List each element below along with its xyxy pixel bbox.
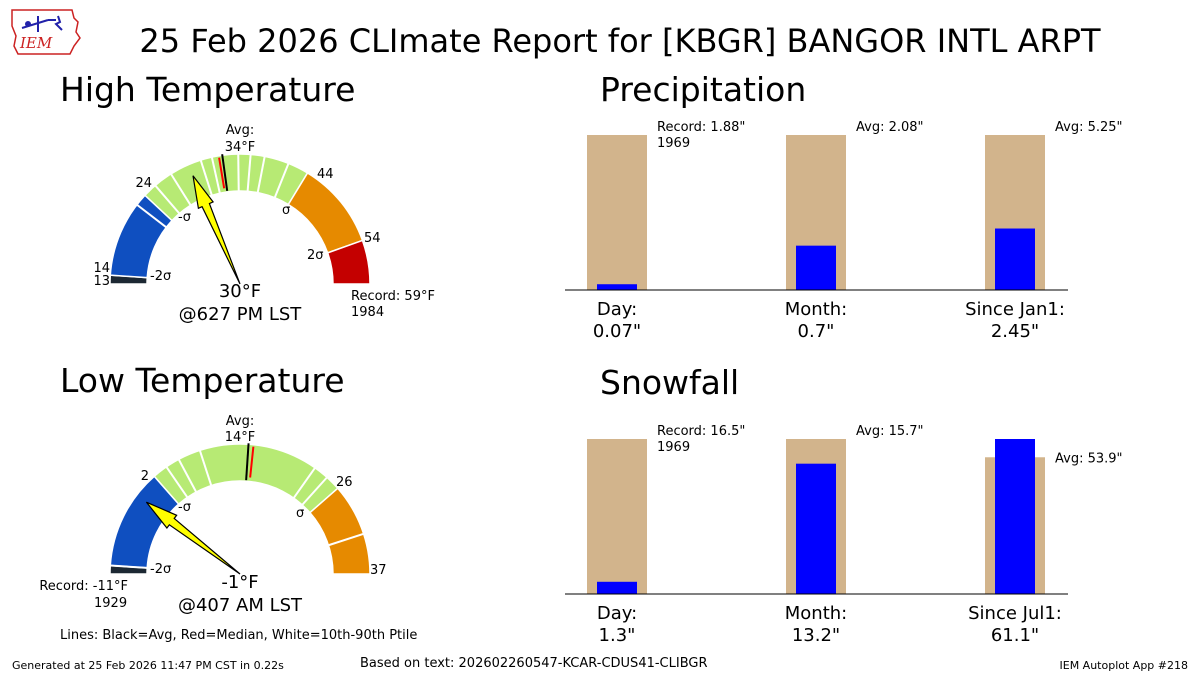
precip-title: Precipitation (600, 70, 807, 109)
precip-observed-bar (597, 284, 637, 290)
low-percentile-line (301, 476, 328, 506)
high-tick-label: 44 (317, 167, 334, 182)
high-percentile-line (170, 173, 192, 206)
precip-observed-label: 2.45" (991, 321, 1039, 342)
snow-observed-label: 13.2" (792, 625, 840, 646)
high-avg-value: 34°F (225, 140, 256, 155)
precip-category-label: Since Jan1: (965, 299, 1065, 320)
snow-category-label: Month: (785, 603, 847, 624)
lines-legend: Lines: Black=Avg, Red=Median, White=10th… (60, 628, 418, 643)
low-temp-value: -1°F (221, 572, 259, 593)
based-on-text: Based on text: 202602260547-KCAR-CDUS41-… (360, 656, 708, 671)
snow-bar-annotation: Avg: 53.9" (1055, 451, 1123, 466)
precip-bar-annotation: Avg: 5.25" (1055, 120, 1123, 135)
high-percentile-line (136, 203, 167, 229)
precip-category-label: Day: (597, 299, 637, 320)
snow-observed-bar (597, 581, 637, 594)
high-percentile-line (154, 184, 181, 215)
high-tick-label: 13 (93, 274, 110, 289)
high-temp-value: 30°F (218, 281, 262, 302)
high-sigma-label: 2σ (307, 248, 324, 263)
precip-category-label: Month: (785, 299, 847, 320)
high-temp-time: @627 PM LST (178, 304, 302, 325)
high-needle (192, 175, 241, 285)
high-percentile-line (246, 154, 252, 192)
low-needle (145, 501, 241, 575)
low-tick-label: 37 (370, 563, 387, 578)
precip-observed-bar (995, 228, 1035, 290)
high-avg-label: Avg: (226, 123, 254, 138)
high-gauge-band (326, 239, 371, 285)
snowfall-title: Snowfall (600, 363, 740, 402)
low-sigma-label: -2σ (150, 562, 171, 577)
low-avg-value: 14°F (225, 430, 256, 445)
high-temp-title: High Temperature (60, 70, 356, 109)
snow-avg-bar (587, 439, 647, 594)
iowa-outline-icon: IEM (11, 9, 81, 55)
low-temp-time: @407 AM LST (177, 595, 303, 616)
high-sigma-label: -2σ (150, 269, 171, 284)
snow-category-label: Day: (597, 603, 637, 624)
high-tick-label: 54 (364, 231, 381, 246)
high-record-label: Record: 59°F (351, 289, 435, 304)
generated-footer: Generated at 25 Feb 2026 11:47 PM CST in… (12, 659, 284, 672)
low-percentile-line (177, 458, 198, 493)
low-tick-label: 2 (141, 469, 149, 484)
low-sigma-label: -σ (178, 500, 191, 515)
low-avg-label: Avg: (226, 414, 254, 429)
precip-observed-label: 0.07" (593, 321, 641, 342)
snow-category-label: Since Jul1: (968, 603, 1062, 624)
high-record-year: 1984 (351, 305, 384, 320)
high-sigma-label: σ (282, 203, 290, 218)
precip-bar-annotation: Avg: 2.08" (856, 120, 924, 135)
low-gauge-band (308, 487, 371, 575)
low-sigma-label: σ (296, 506, 304, 521)
high-percentile-line (199, 159, 213, 196)
low-avg-line (245, 443, 250, 481)
low-percentile-line (165, 466, 189, 498)
precip-avg-bar (587, 135, 647, 290)
high-percentile-line (256, 156, 266, 193)
snow-record-year: 1969 (657, 440, 690, 455)
snow-observed-bar (796, 463, 836, 594)
snow-observed-label: 1.3" (599, 625, 636, 646)
low-percentile-line (110, 564, 148, 569)
high-sigma-label: -σ (178, 210, 191, 225)
snow-bar-annotation: Record: 16.5" (657, 424, 745, 439)
precip-observed-label: 0.7" (798, 321, 835, 342)
high-median-line (218, 157, 226, 189)
high-percentile-line (210, 156, 221, 194)
precip-observed-bar (796, 245, 836, 290)
snow-bar-annotation: Avg: 15.7" (856, 424, 924, 439)
high-gauge-band (287, 171, 364, 254)
high-avg-line (221, 154, 229, 192)
low-record-year: 1929 (94, 596, 127, 611)
low-temp-title: Low Temperature (60, 361, 345, 400)
low-percentile-line (292, 467, 316, 499)
page-title: 25 Feb 2026 CLImate Report for [KBGR] BA… (139, 22, 1101, 60)
snow-observed-bar (995, 439, 1035, 594)
low-record-label: Record: -11°F (39, 579, 128, 594)
low-tick-label: 26 (336, 475, 353, 490)
precip-bar-annotation: Record: 1.88" (657, 120, 745, 135)
snow-observed-label: 61.1" (991, 625, 1039, 646)
high-tick-label: 14 (93, 261, 110, 276)
precip-record-year: 1969 (657, 136, 690, 151)
high-percentile-line (237, 153, 240, 192)
low-percentile-line (198, 450, 213, 486)
low-percentile-line (328, 532, 364, 547)
iem-logo: IEM (8, 6, 82, 60)
app-footer: IEM Autoplot App #218 (1059, 659, 1189, 672)
high-percentile-line (273, 163, 290, 199)
high-tick-label: 24 (135, 176, 152, 191)
low-median-line (249, 446, 255, 478)
logo-text: IEM (19, 34, 53, 52)
